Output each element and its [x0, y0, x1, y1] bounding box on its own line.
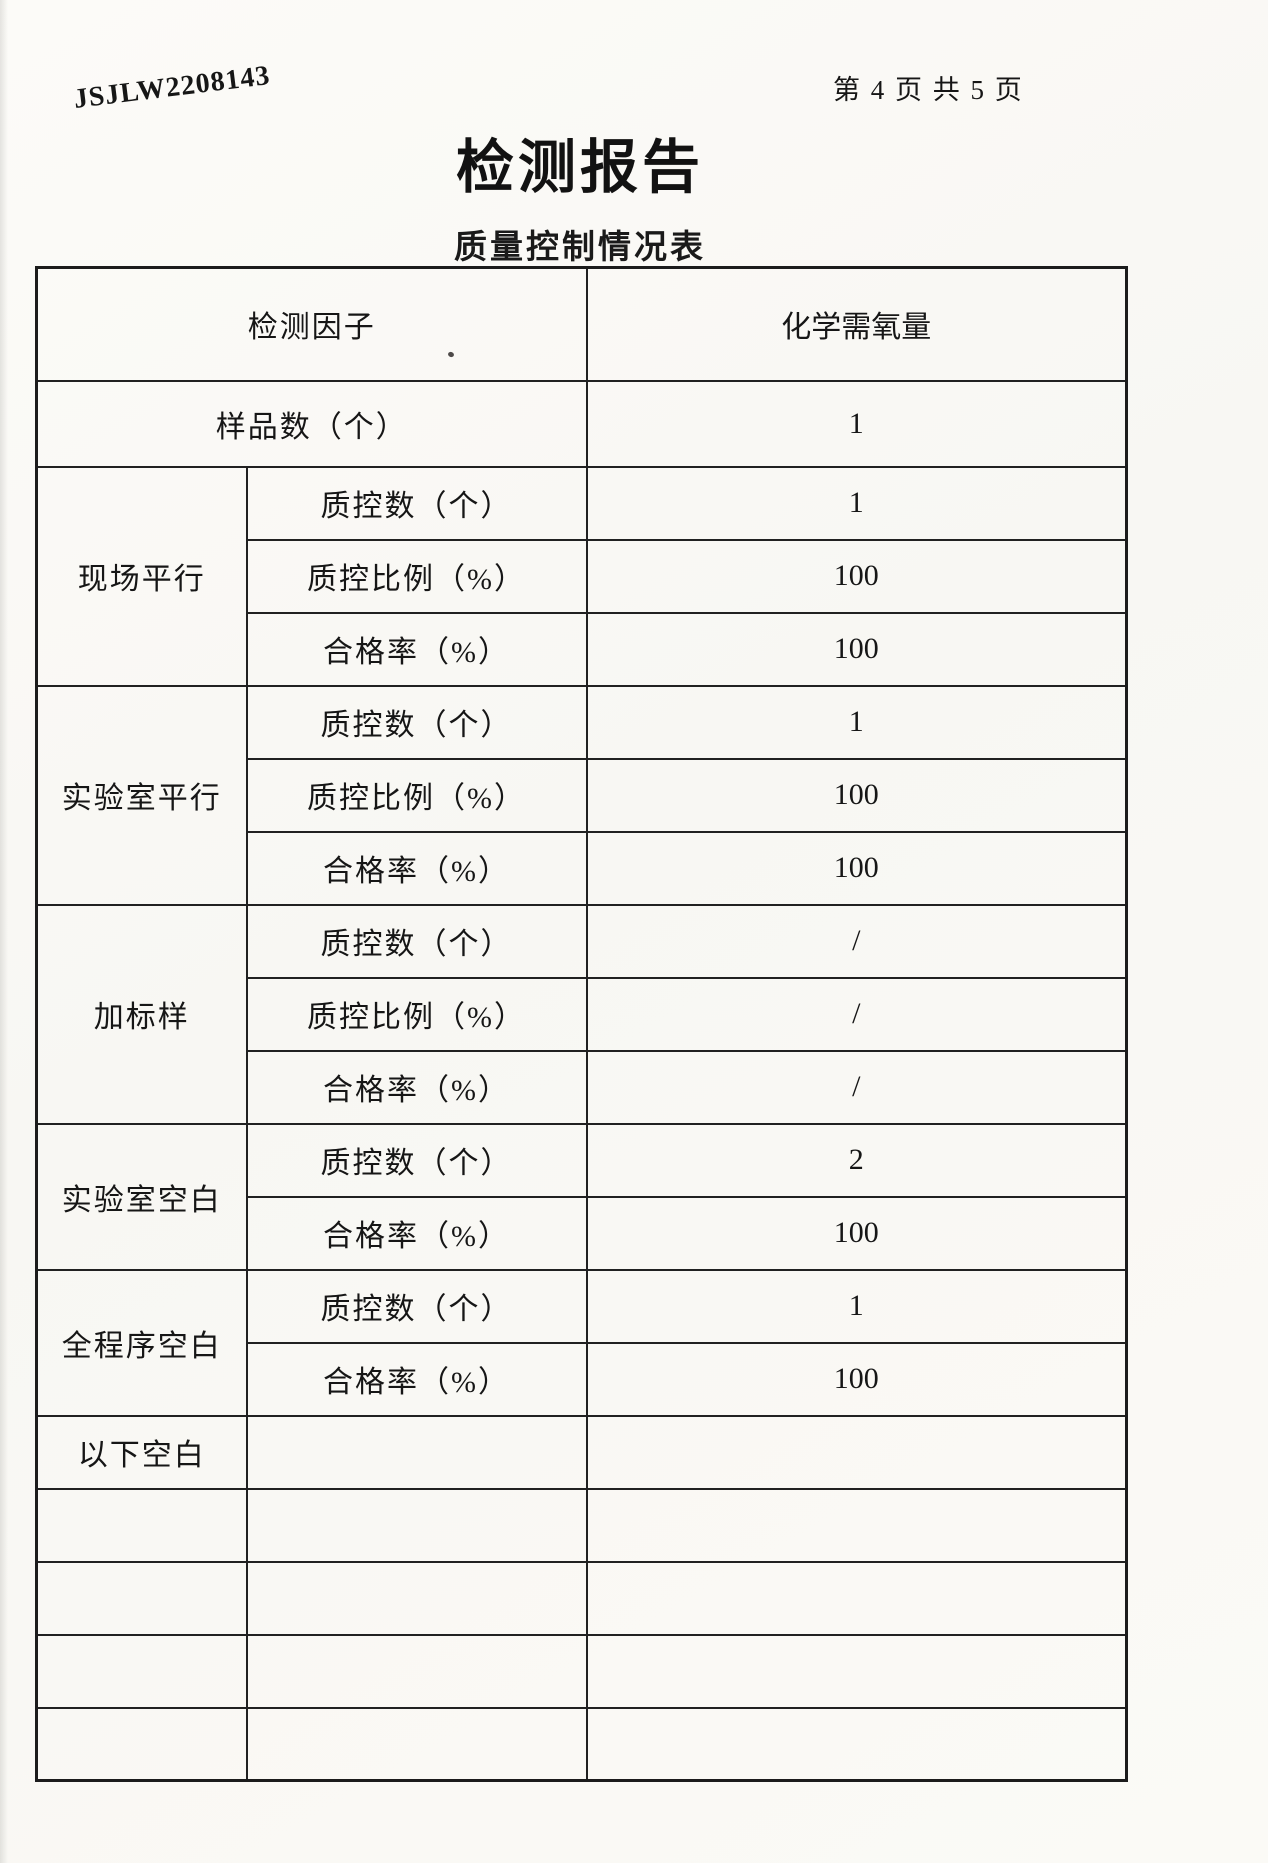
group-name-cell-lab-blank: 实验室空白 — [35, 1122, 248, 1271]
group-name-cell-field-parallel: 现场平行 — [35, 465, 248, 687]
qc-metric-value-cell: 1 — [585, 465, 1128, 541]
group-name-cell-procedure-blank: 全程序空白 — [35, 1268, 248, 1417]
qc-metric-label-cell: 质控比例（%） — [245, 757, 588, 833]
report-title: 检测报告 — [455, 135, 704, 200]
qc-metric-label-cell: 合格率（%） — [245, 1341, 588, 1417]
empty-cell — [35, 1633, 248, 1709]
below-blank-label-cell: 以下空白 — [35, 1414, 248, 1490]
qc-metric-value-cell: 100 — [585, 1195, 1128, 1271]
page-indicator: 第 4 页 共 5 页 — [833, 75, 1024, 105]
group-name-cell-lab-parallel: 实验室平行 — [35, 684, 248, 906]
qc-metric-label-cell: 合格率（%） — [245, 1049, 588, 1125]
qc-metric-label-cell: 质控数（个） — [245, 1122, 588, 1198]
table-row: 合格率（%） 100 — [37, 1341, 1128, 1417]
table-row: 合格率（%） 100 — [37, 1195, 1128, 1271]
table-row-below-blank: 以下空白 — [35, 1414, 1128, 1490]
table-row: 合格率（%） 100 — [37, 611, 1128, 687]
table-row-empty — [35, 1706, 1128, 1782]
qc-metric-label-cell: 质控数（个） — [245, 684, 588, 760]
qc-metric-value-cell: 100 — [585, 1341, 1128, 1417]
empty-cell — [35, 1560, 248, 1636]
qc-metric-label-cell: 质控比例（%） — [245, 538, 588, 614]
table-row-header: 检测因子 化学需氧量 — [35, 266, 1128, 382]
qc-metric-label-cell: 质控数（个） — [245, 903, 588, 979]
empty-cell — [35, 1706, 248, 1782]
table-row-empty — [35, 1487, 1128, 1563]
qc-metric-label-cell: 合格率（%） — [245, 611, 588, 687]
empty-cell — [245, 1414, 588, 1490]
qc-metric-value-cell: 100 — [585, 830, 1128, 906]
qc-metric-label-cell: 质控数（个） — [245, 1268, 588, 1344]
empty-cell — [35, 1487, 248, 1563]
table-row: 全程序空白 质控数（个） 1 — [35, 1268, 1128, 1417]
qc-metric-value-cell: 100 — [585, 611, 1128, 687]
empty-cell — [245, 1706, 588, 1782]
table-row-sample-count: 样品数（个） 1 — [35, 379, 1128, 468]
qc-metric-label-cell: 合格率（%） — [245, 1195, 588, 1271]
qc-metric-label-cell: 质控数（个） — [245, 465, 588, 541]
qc-metric-value-cell: 100 — [585, 538, 1128, 614]
empty-cell — [245, 1487, 588, 1563]
table-row: 合格率（%） / — [37, 1049, 1128, 1125]
table-row: 合格率（%） 100 — [37, 830, 1128, 906]
table-subtitle: 质量控制情况表 — [454, 230, 706, 266]
sample-count-value-cell: 1 — [585, 379, 1128, 468]
table-row: 质控比例（%） 100 — [37, 538, 1128, 614]
qc-metric-value-cell: / — [585, 1049, 1128, 1125]
empty-cell — [245, 1560, 588, 1636]
table-row: 实验室空白 质控数（个） 2 — [35, 1122, 1128, 1271]
qc-metric-value-cell: / — [585, 976, 1128, 1052]
empty-cell — [585, 1633, 1128, 1709]
table-row-empty — [35, 1633, 1128, 1709]
table-row: 实验室平行 质控数（个） 1 — [35, 684, 1128, 906]
qc-metric-value-cell: / — [585, 903, 1128, 979]
empty-cell — [585, 1487, 1128, 1563]
table-row: 现场平行 质控数（个） 1 — [35, 465, 1128, 687]
qc-metric-label-cell: 合格率（%） — [245, 830, 588, 906]
sample-count-label-cell: 样品数（个） — [35, 379, 588, 468]
table-row: 质控比例（%） / — [37, 976, 1128, 1052]
table-row-empty — [35, 1560, 1128, 1636]
qc-metric-value-cell: 100 — [585, 757, 1128, 833]
quality-control-table: 检测因子 化学需氧量 样品数（个） 1 现场平行 质控数（个） 1 质控比例（%… — [35, 266, 1128, 1782]
empty-cell — [245, 1633, 588, 1709]
empty-cell — [585, 1560, 1128, 1636]
factor-label-cell: 检测因子 — [35, 266, 588, 382]
qc-metric-label-cell: 质控比例（%） — [245, 976, 588, 1052]
empty-cell — [585, 1414, 1128, 1490]
table-row: 加标样 质控数（个） / — [35, 903, 1128, 1125]
qc-metric-value-cell: 1 — [585, 1268, 1128, 1344]
group-name-cell-spiked-sample: 加标样 — [35, 903, 248, 1125]
empty-cell — [585, 1706, 1128, 1782]
factor-value-cell: 化学需氧量 — [585, 266, 1128, 382]
qc-metric-value-cell: 1 — [585, 684, 1128, 760]
report-number: JSJLW2208143 — [72, 60, 273, 115]
table-row: 质控比例（%） 100 — [37, 757, 1128, 833]
qc-metric-value-cell: 2 — [585, 1122, 1128, 1198]
